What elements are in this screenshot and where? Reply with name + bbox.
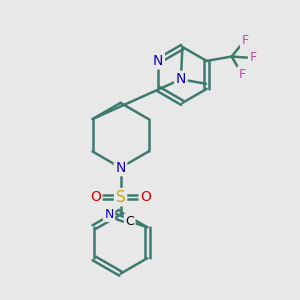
Text: N: N [116,161,126,175]
Text: F: F [249,52,256,64]
Text: C: C [125,215,134,228]
Text: O: O [90,190,101,204]
Text: N: N [153,54,164,68]
Text: O: O [140,190,151,204]
Text: N: N [176,72,186,86]
Text: F: F [238,68,245,81]
Text: S: S [116,190,125,205]
Text: N: N [104,208,114,220]
Text: F: F [241,34,248,47]
